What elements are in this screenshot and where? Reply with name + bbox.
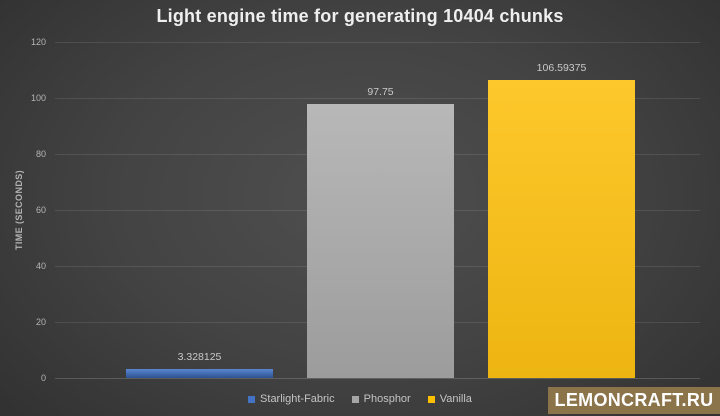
bar-value-label-starlight-fabric: 3.328125 — [177, 350, 222, 363]
ytick-label-0: 0 — [40, 373, 46, 383]
legend-label-phosphor: Phosphor — [363, 393, 411, 405]
bar-starlight-fabric — [126, 368, 273, 378]
bar-value-label-vanilla: 106.59375 — [536, 61, 587, 74]
chart-legend: Starlight-Fabric Phosphor Vanilla — [0, 391, 720, 407]
ytick-label-20: 20 — [35, 317, 46, 327]
gridline-0 — [55, 377, 700, 379]
plot-area: 3.328125 97.75 106.59375 — [55, 41, 700, 379]
bar-value-label-phosphor: 97.75 — [367, 86, 394, 99]
ytick-label-120: 120 — [30, 37, 46, 47]
chart-title: Light engine time for generating 10404 c… — [156, 6, 564, 26]
watermark-badge: LEMONCRAFT.RU — [548, 387, 720, 414]
legend-item-starlight-fabric: Starlight-Fabric — [248, 393, 335, 405]
watermark-label: LEMONCRAFT.RU — [554, 390, 714, 410]
gridline-100 — [55, 97, 700, 99]
legend-swatch-starlight-fabric — [248, 395, 256, 403]
legend-swatch-phosphor — [351, 395, 359, 403]
gridline-120 — [55, 41, 700, 43]
ytick-label-40: 40 — [35, 261, 46, 271]
legend-label-vanilla: Vanilla — [439, 393, 472, 405]
bar-phosphor — [307, 104, 454, 378]
ytick-label-60: 60 — [35, 205, 46, 215]
legend-label-starlight-fabric: Starlight-Fabric — [260, 393, 335, 405]
legend-item-phosphor: Phosphor — [351, 393, 411, 405]
ytick-label-80: 80 — [35, 149, 46, 159]
ytick-label-100: 100 — [30, 93, 46, 103]
bar-vanilla — [488, 79, 635, 378]
legend-item-vanilla: Vanilla — [427, 393, 472, 405]
legend-swatch-vanilla — [427, 395, 435, 403]
